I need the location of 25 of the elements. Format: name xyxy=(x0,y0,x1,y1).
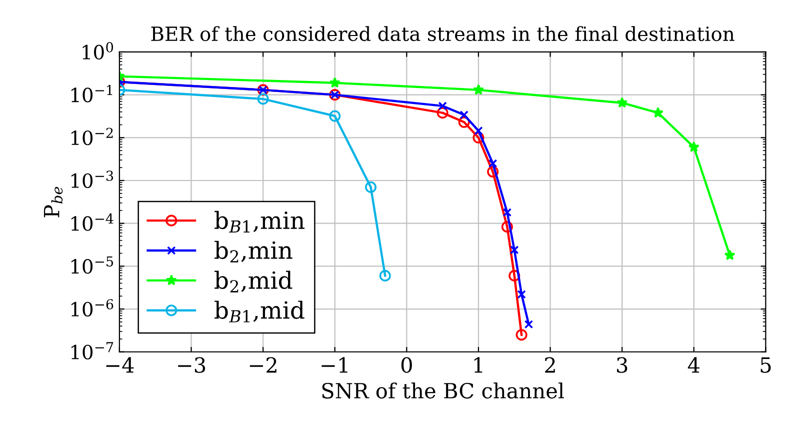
y-tick-label: 10$^{−1}$ xyxy=(71,84,112,102)
x-tick-label: 3 xyxy=(617,357,628,373)
x-tick-label: 1 xyxy=(474,357,482,373)
y-tick-label: 10$^{−5}$ xyxy=(71,256,114,274)
y-axis-title: P$_{be}$ xyxy=(44,186,63,218)
x-tick-label: −4 xyxy=(106,357,134,373)
x-tick-label: 2 xyxy=(545,357,555,373)
y-tick-label: 10$^{−6}$ xyxy=(71,299,114,317)
legend-label: b$_{B1}$,min xyxy=(214,210,304,232)
y-tick-label: 10$^{−3}$ xyxy=(71,170,114,188)
y-tick-label: 10$^{−4}$ xyxy=(71,213,114,231)
x-tick-label: 0 xyxy=(401,357,412,373)
x-tick-label: −3 xyxy=(178,357,206,373)
legend-label: b$_{B1}$,mid xyxy=(214,300,304,322)
chart-title: BER of the considered data streams in the final destination xyxy=(151,26,734,42)
y-tick-label: 10$^{−2}$ xyxy=(71,128,113,146)
y-tick-label: 10$^{−7}$ xyxy=(71,342,114,360)
x-tick-label: 4 xyxy=(688,357,700,373)
legend-label: b$_{2}$,mid xyxy=(214,270,292,292)
x-tick-label: −2 xyxy=(250,357,276,373)
legend-label: b$_{2}$,min xyxy=(214,240,292,262)
y-tick-label: 10$^{0}$ xyxy=(82,42,114,60)
x-tick-label: 5 xyxy=(760,357,771,373)
x-tick-label: −1 xyxy=(322,357,348,373)
x-axis-title: SNR of the BC channel xyxy=(322,382,564,399)
